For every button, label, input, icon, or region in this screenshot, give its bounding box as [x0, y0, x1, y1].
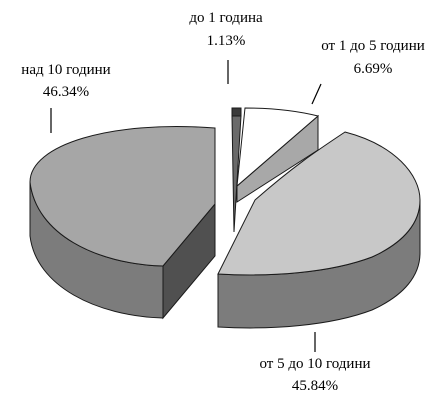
slice-under-1-year-side — [231, 107, 242, 117]
value-1-to-5-years: 6.69% — [354, 61, 393, 77]
slice-under-1-year — [231, 107, 242, 233]
slice-under-1-year-wedge — [231, 115, 242, 233]
slice-over-10-years — [29, 126, 216, 320]
value-5-to-10-years: 45.84% — [292, 378, 338, 394]
slice-1-to-5-years — [236, 107, 320, 203]
label-5-to-10-years: от 5 до 10 години — [259, 356, 370, 372]
label-1-to-5-years: от 1 до 5 години — [321, 38, 425, 54]
label-under-1-year: до 1 година — [189, 10, 263, 26]
slice-5-to-10-years-top — [217, 131, 421, 276]
slice-1-to-5-years-top — [236, 107, 320, 188]
value-under-1-year: 1.13% — [207, 33, 246, 49]
leader-line-1-to-5-years — [311, 83, 322, 105]
value-over-10-years: 46.34% — [43, 84, 89, 100]
slice-over-10-years-top — [29, 126, 216, 267]
label-over-10-years: над 10 години — [21, 62, 110, 78]
slice-5-to-10-years — [217, 131, 421, 329]
